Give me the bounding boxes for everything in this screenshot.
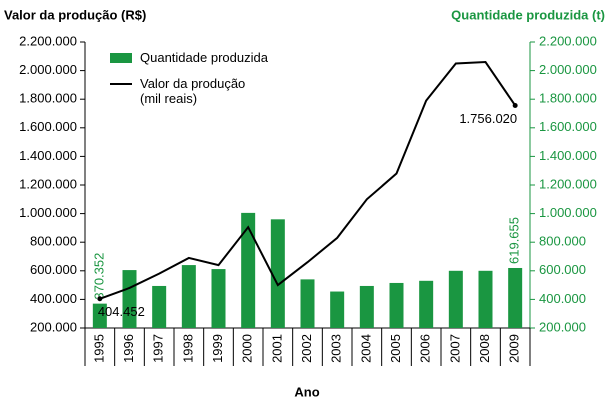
bar	[152, 285, 167, 328]
bar	[270, 219, 285, 328]
y-axis-title: Valor da produção (R$)	[4, 7, 146, 22]
legend-label: Quantidade produzida	[140, 50, 268, 65]
data-label: 370.352	[91, 253, 106, 300]
x-tick-label: 2000	[240, 334, 255, 363]
y-tick-label: 2.000.000	[19, 62, 77, 77]
bar	[181, 265, 196, 328]
bar	[508, 267, 523, 328]
y2-tick-label: 2.200.000	[539, 33, 597, 48]
y-tick-label: 1.400.000	[19, 148, 77, 163]
point	[97, 296, 103, 302]
bar	[92, 303, 107, 328]
bar	[448, 270, 463, 328]
x-tick-label: 2008	[477, 334, 492, 363]
x-tick-label: 1997	[151, 334, 166, 363]
y-tick-label: 600.000	[30, 262, 77, 277]
x-axis-title: Ano	[294, 384, 319, 399]
y-tick-label: 1.800.000	[19, 91, 77, 106]
x-tick-label: 1995	[91, 334, 106, 363]
y2-tick-label: 800.000	[539, 234, 586, 249]
y2-axis-title: Quantidade produzida (t)	[451, 7, 605, 22]
y-tick-label: 1.000.000	[19, 205, 77, 220]
y2-tick-label: 1.800.000	[539, 91, 597, 106]
bar	[330, 291, 345, 328]
data-label: 1.756.020	[459, 111, 517, 126]
bar	[359, 285, 374, 328]
x-tick-label: 1998	[180, 334, 195, 363]
y2-tick-label: 1.000.000	[539, 205, 597, 220]
x-tick-label: 2006	[418, 334, 433, 363]
legend-swatch	[110, 53, 132, 63]
x-tick-label: 2004	[358, 334, 373, 363]
bar	[419, 280, 434, 328]
bar	[241, 212, 256, 328]
x-tick-label: 2001	[269, 334, 284, 363]
bar	[478, 270, 493, 328]
y2-tick-label: 200.000	[539, 319, 586, 334]
point	[512, 102, 518, 108]
bar	[389, 282, 404, 328]
y2-tick-label: 400.000	[539, 291, 586, 306]
x-tick-label: 1999	[210, 334, 225, 363]
line	[99, 60, 516, 300]
bar	[211, 269, 226, 328]
y2-tick-label: 600.000	[539, 262, 586, 277]
bar	[122, 270, 137, 328]
legend-label: Valor da produção (mil reais)	[140, 76, 246, 106]
bar	[300, 279, 315, 328]
y2-tick-label: 2.000.000	[539, 62, 597, 77]
y2-tick-label: 1.400.000	[539, 148, 597, 163]
x-tick-label: 2002	[299, 334, 314, 363]
x-tick-label: 2005	[388, 334, 403, 363]
y2-tick-label: 1.200.000	[539, 176, 597, 191]
y-tick-label: 1.200.000	[19, 176, 77, 191]
data-label: 619.655	[507, 217, 522, 264]
y-tick-label: 400.000	[30, 291, 77, 306]
data-label: 404.452	[98, 304, 145, 319]
y-tick-label: 2.200.000	[19, 33, 77, 48]
y2-tick-label: 1.600.000	[539, 119, 597, 134]
x-tick-label: 2003	[329, 334, 344, 363]
x-tick-label: 2007	[447, 334, 462, 363]
y-tick-label: 800.000	[30, 234, 77, 249]
y-tick-label: 1.600.000	[19, 119, 77, 134]
y-tick-label: 200.000	[30, 319, 77, 334]
x-tick-label: 2009	[507, 334, 522, 363]
x-tick-label: 1996	[121, 334, 136, 363]
